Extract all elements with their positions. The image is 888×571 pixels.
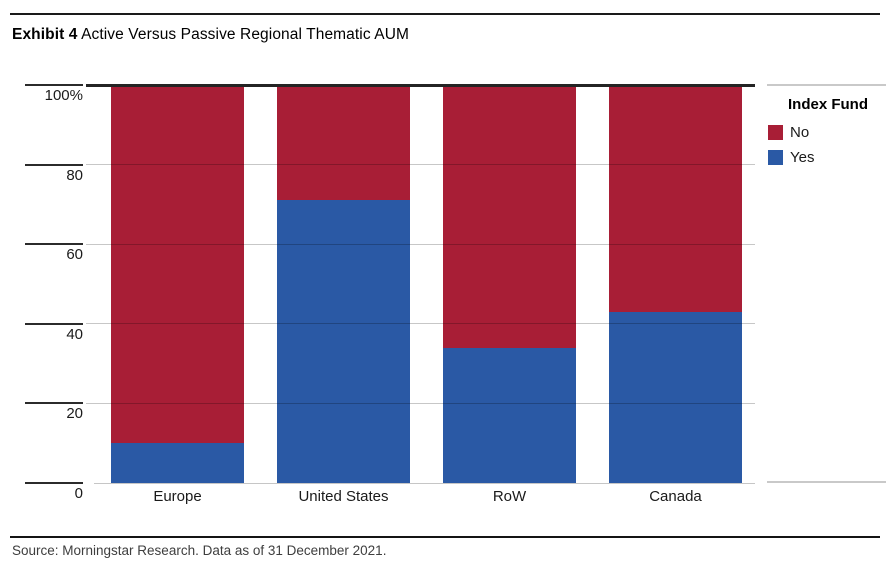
y-tick-line xyxy=(25,84,83,86)
legend-swatch-no xyxy=(768,125,783,140)
gridline xyxy=(86,402,755,404)
y-tick-line xyxy=(25,482,83,484)
y-tick-label: 40 xyxy=(66,325,83,343)
legend-item-no: No xyxy=(768,120,814,145)
bar-segment-no-united-states xyxy=(277,85,410,201)
gridline xyxy=(86,243,755,245)
legend-item-yes: Yes xyxy=(768,145,814,170)
y-tick-line xyxy=(25,243,83,246)
legend-bottom-line xyxy=(767,481,886,483)
legend-top-line xyxy=(767,84,886,86)
plot-top-axis-line xyxy=(86,84,755,87)
y-tick-line xyxy=(25,163,83,166)
bar-segment-no-row xyxy=(443,85,576,348)
plot-baseline xyxy=(94,483,755,484)
gridline xyxy=(86,323,755,325)
legend-items: No Yes xyxy=(768,120,814,170)
exhibit-title: Exhibit 4 Active Versus Passive Regional… xyxy=(12,26,409,44)
legend: Index Fund No Yes xyxy=(767,84,888,483)
exhibit-number: Exhibit 4 xyxy=(12,26,78,43)
y-tick-label: 100% xyxy=(44,87,83,104)
title-divider xyxy=(10,13,880,15)
bar-segment-yes-united-states xyxy=(277,200,410,483)
footer-divider xyxy=(10,536,880,538)
y-tick-label: 60 xyxy=(66,246,83,264)
bar-segment-yes-row xyxy=(443,347,576,483)
y-tick-line xyxy=(25,322,83,325)
y-tick-label: 20 xyxy=(66,405,83,423)
bar-segment-yes-canada xyxy=(609,311,742,483)
bar-united-states xyxy=(277,85,410,483)
y-tick-label: 0 xyxy=(74,485,83,502)
category-label-row: RoW xyxy=(492,488,527,505)
bar-europe xyxy=(111,85,244,483)
category-label-united-states: United States xyxy=(298,488,389,505)
legend-item-label: Yes xyxy=(790,149,815,166)
gridline xyxy=(86,164,755,166)
bar-segment-yes-europe xyxy=(111,443,244,483)
category-label-canada: Canada xyxy=(649,488,702,505)
bar-segment-no-canada xyxy=(609,85,742,312)
category-label-europe: Europe xyxy=(153,488,202,505)
plot-area xyxy=(86,84,755,484)
legend-item-label: No xyxy=(790,124,810,141)
legend-title: Index Fund xyxy=(788,96,868,113)
y-tick-line xyxy=(25,402,83,405)
source-note: Source: Morningstar Research. Data as of… xyxy=(12,543,387,558)
bar-row xyxy=(443,85,576,483)
legend-swatch-yes xyxy=(768,150,783,165)
exhibit-title-text: Active Versus Passive Regional Thematic … xyxy=(81,26,409,43)
bar-canada xyxy=(609,85,742,483)
y-tick-label: 80 xyxy=(66,166,83,184)
bar-segment-no-europe xyxy=(111,85,244,444)
